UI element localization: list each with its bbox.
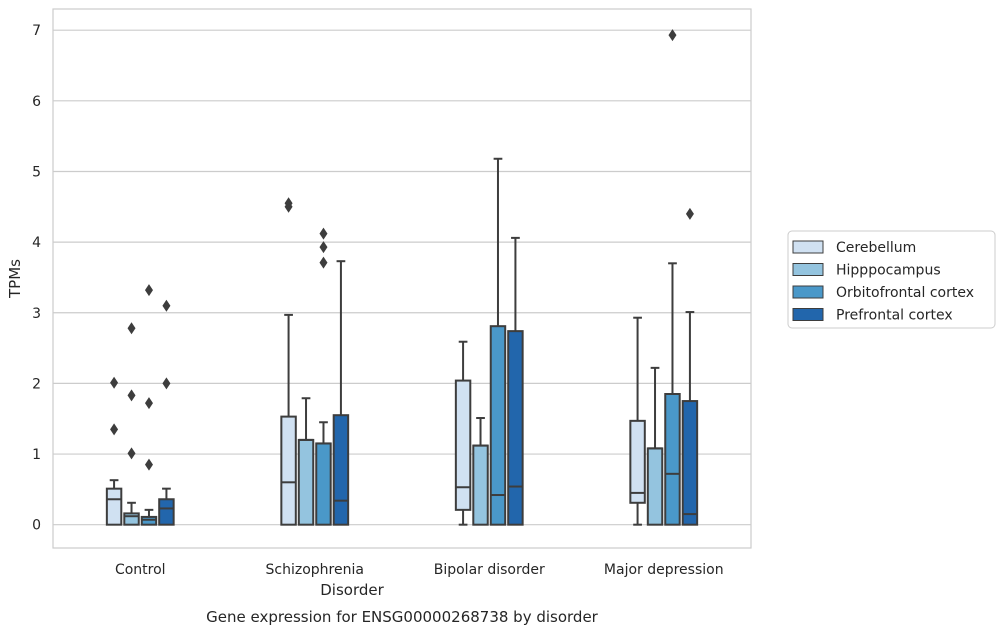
box-body — [123, 512, 140, 526]
box-body — [681, 400, 699, 526]
box-body — [472, 444, 489, 526]
y-tick-label-5: 5 — [32, 164, 41, 180]
outlier-marker-1 — [162, 299, 171, 312]
outlier-marker-0 — [110, 423, 119, 436]
box-body — [297, 438, 315, 526]
outlier-marker-2 — [144, 284, 153, 297]
outlier-marker-1 — [144, 397, 153, 410]
box-2-3 — [507, 236, 524, 526]
box-1-2 — [315, 227, 332, 526]
outlier-marker-2 — [319, 227, 328, 240]
box-0-1 — [123, 322, 140, 526]
box-3-2 — [664, 29, 681, 526]
box-3-1 — [646, 366, 664, 526]
y-tick-label-0: 0 — [32, 518, 41, 534]
outlier-marker-0 — [144, 458, 153, 471]
box-body — [105, 487, 123, 526]
box-body — [646, 447, 664, 526]
x-tick-label-2: Bipolar disorder — [434, 562, 545, 578]
outlier-marker-2 — [127, 322, 136, 335]
y-tick-labels: 0 1 2 3 4 5 6 7 — [32, 23, 41, 533]
outlier-marker-1 — [319, 241, 328, 254]
legend-swatch-1 — [792, 263, 824, 276]
box-group-1 — [280, 197, 350, 526]
box-2-0 — [454, 340, 472, 526]
legend-label-3: Prefrontal cortex — [836, 308, 953, 324]
y-tick-label-4: 4 — [32, 235, 41, 251]
box-2-1 — [472, 417, 489, 526]
box-1-3 — [332, 260, 350, 526]
box-body — [315, 442, 332, 526]
box-group-2 — [454, 157, 524, 526]
plot-frame — [52, 8, 752, 549]
box-body — [629, 419, 646, 504]
x-tick-label-3: Major depression — [604, 562, 724, 578]
box-group-0 — [105, 284, 175, 526]
box-body — [158, 498, 175, 526]
box-body — [489, 325, 507, 526]
chart-caption: Gene expression for ENSG00000268738 by d… — [206, 608, 599, 626]
box-3-3 — [681, 207, 699, 526]
x-tick-label-0: Control — [115, 562, 166, 578]
box-0-3 — [158, 299, 175, 526]
x-tick-labels: Control Schizophrenia Bipolar disorder Majo… — [115, 562, 724, 578]
box-body — [332, 414, 350, 526]
x-tick-label-1: Schizophrenia — [266, 562, 364, 578]
box-1-1 — [297, 397, 315, 526]
legend: Cerebellum Hipppocampus Orbitofrontal cort… — [787, 230, 996, 329]
outlier-marker-0 — [319, 256, 328, 269]
box-0-0 — [105, 376, 123, 526]
box-body — [664, 393, 681, 526]
legend-label-2: Orbitofrontal cortex — [836, 285, 974, 301]
legend-swatch-0 — [792, 240, 824, 254]
outlier-marker-1 — [127, 389, 136, 402]
outlier-marker-0 — [685, 207, 694, 220]
y-tick-label-2: 2 — [32, 376, 41, 392]
y-tick-label-7: 7 — [32, 23, 41, 39]
outlier-marker-1 — [110, 376, 119, 389]
box-2-2 — [489, 157, 507, 526]
box-body — [507, 330, 524, 526]
box-0-2 — [140, 284, 158, 526]
box-body — [454, 379, 472, 511]
x-axis-title: Disorder — [320, 581, 384, 599]
box-body — [280, 415, 297, 526]
legend-swatch-2 — [792, 285, 824, 299]
legend-swatch-3 — [792, 308, 824, 321]
box-group-3 — [629, 29, 699, 526]
legend-label-1: Hipppocampus — [836, 263, 941, 279]
legend-box — [787, 230, 996, 329]
box-body — [140, 515, 158, 526]
y-tick-label-1: 1 — [32, 447, 41, 463]
box-1-0 — [280, 197, 297, 526]
y-tick-label-3: 3 — [32, 306, 41, 322]
y-axis-title: TPMs — [6, 259, 24, 299]
y-tick-label-6: 6 — [32, 94, 41, 110]
box-groups — [105, 29, 699, 526]
box-3-0 — [629, 316, 646, 526]
outlier-marker-0 — [127, 447, 136, 460]
outlier-marker-0 — [668, 29, 677, 42]
legend-label-0: Cerebellum — [836, 240, 916, 256]
outlier-marker-1 — [284, 197, 293, 210]
outlier-marker-0 — [162, 377, 171, 390]
